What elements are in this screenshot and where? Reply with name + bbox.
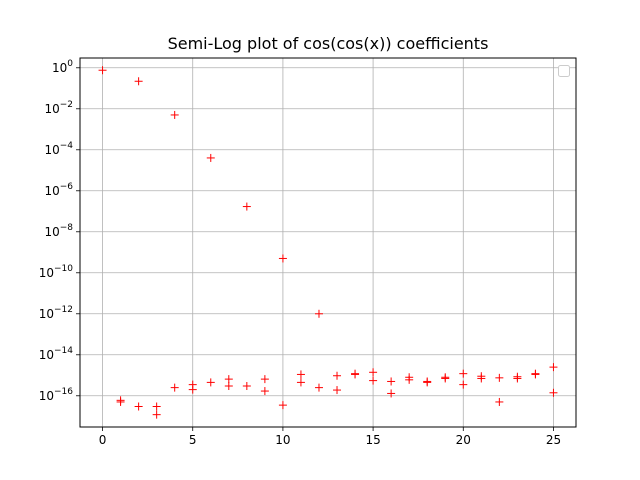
x-tick-label: 10 xyxy=(275,433,290,447)
data-point xyxy=(333,386,342,395)
data-point xyxy=(152,410,161,419)
x-tick-label: 25 xyxy=(546,433,561,447)
plot-frame xyxy=(79,57,577,428)
x-axis: 0 5 10 15 20 25 xyxy=(99,427,561,447)
data-point xyxy=(531,369,540,378)
data-point xyxy=(369,368,378,377)
data-point xyxy=(296,378,305,387)
y-axis: 100 10−2 10−4 10−6 10−8 10−10 10−12 10−14 10−16 xyxy=(39,59,80,403)
data-point xyxy=(278,401,287,410)
y-tick-label: 10−16 xyxy=(39,387,74,403)
y-tick-label: 100 xyxy=(52,59,73,75)
x-tick-label: 15 xyxy=(365,433,380,447)
data-point xyxy=(260,387,269,396)
data-points xyxy=(98,66,558,419)
data-point xyxy=(513,372,522,381)
data-point xyxy=(549,363,558,372)
data-point xyxy=(423,377,432,386)
data-point xyxy=(495,373,504,382)
x-tick-label: 20 xyxy=(456,433,471,447)
data-point xyxy=(242,382,251,390)
data-point xyxy=(387,389,396,398)
x-tick-label: 0 xyxy=(99,433,107,447)
data-point xyxy=(387,377,396,386)
y-tick-label: 10−12 xyxy=(39,305,73,321)
data-point xyxy=(116,396,125,405)
data-point xyxy=(134,402,143,411)
y-tick-label: 10−6 xyxy=(44,182,73,198)
data-point xyxy=(278,254,287,263)
data-point xyxy=(188,380,197,389)
data-point xyxy=(549,388,558,397)
data-point xyxy=(459,369,468,378)
legend-box xyxy=(558,65,570,77)
data-point xyxy=(206,153,215,162)
data-point xyxy=(98,66,107,75)
data-point xyxy=(459,380,468,389)
y-tick-label: 10−10 xyxy=(39,264,74,280)
chart-title: Semi-Log plot of cos(cos(x)) coefficient… xyxy=(168,34,489,53)
data-point xyxy=(152,402,161,411)
grid xyxy=(80,58,576,427)
data-point xyxy=(333,371,342,380)
data-point xyxy=(260,375,269,384)
data-point xyxy=(242,202,251,211)
data-point xyxy=(170,110,179,119)
y-tick-label: 10−14 xyxy=(39,346,74,362)
data-point xyxy=(134,77,143,86)
y-tick-label: 10−4 xyxy=(44,141,73,157)
data-point xyxy=(477,372,486,381)
data-point xyxy=(405,373,414,382)
data-point xyxy=(206,378,215,387)
x-tick-label: 5 xyxy=(189,433,197,447)
data-point xyxy=(441,373,450,382)
data-point xyxy=(314,309,323,318)
y-tick-label: 10−2 xyxy=(44,100,73,116)
y-tick-label: 10−8 xyxy=(44,223,73,239)
data-point xyxy=(224,382,233,390)
data-point xyxy=(369,376,378,385)
data-point xyxy=(495,397,504,406)
data-point xyxy=(224,375,233,384)
data-point xyxy=(314,383,323,392)
data-point xyxy=(351,369,360,378)
data-point xyxy=(170,383,179,392)
data-point xyxy=(296,370,305,379)
